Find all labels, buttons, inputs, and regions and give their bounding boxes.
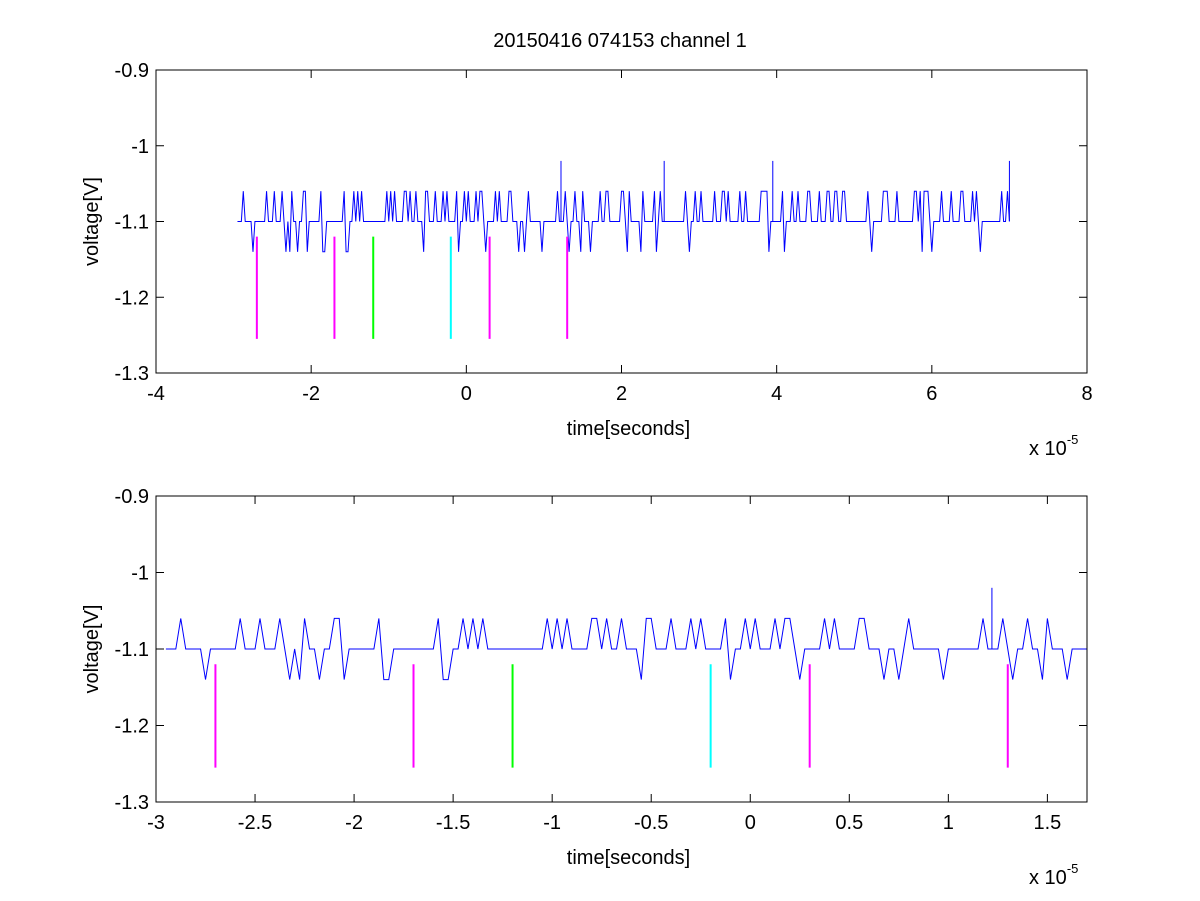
x-tick-label: -2.5 [238, 812, 272, 834]
bottom-axes-ticks: -3 -2.5 -2 -1.5 -1 -0.5 0 0.5 1 1.5 -0.9 -1 -1.1 -1.2… [115, 486, 1087, 834]
x-tick-label: -2 [345, 812, 363, 834]
x-tick-label: 0 [745, 812, 756, 834]
x-tick-label: -3 [147, 812, 165, 834]
y-tick-label: -1.1 [115, 639, 149, 661]
y-tick-label: -0.9 [115, 60, 149, 82]
x-tick-label: 0 [461, 383, 472, 405]
y-tick-label: -1.3 [115, 363, 149, 385]
x-tick-label: -0.5 [634, 812, 668, 834]
x-tick-label: 2 [616, 383, 627, 405]
x-tick-label: 4 [771, 383, 782, 405]
bottom-x-exponent-label: x 10-5 [1029, 861, 1078, 889]
top-x-exponent-label: x 10-5 [1029, 432, 1078, 460]
figure-title: 20150416 074153 channel 1 [493, 30, 747, 52]
x-tick-label: -2 [302, 383, 320, 405]
top-axes: -4 -2 0 2 4 6 8 -0.9 -1 -1.1 -1.2 -1.3 time[seconds… [81, 60, 1093, 460]
x-tick-label: -1 [543, 812, 561, 834]
top-axes-ticks: -4 -2 0 2 4 6 8 -0.9 -1 -1.1 -1.2 -1.3 [115, 60, 1093, 405]
top-event-markers [255, 236, 569, 339]
y-tick-label: -1 [131, 136, 149, 158]
y-tick-label: -1.2 [115, 716, 149, 738]
x-tick-label: 1.5 [1033, 812, 1061, 834]
x-tick-label: 6 [926, 383, 937, 405]
bottom-axes-frame [155, 495, 1088, 803]
y-tick-label: -1.1 [115, 212, 149, 234]
bottom-y-axis-label: voltage[V] [81, 605, 103, 694]
top-x-axis-label: time[seconds] [567, 418, 690, 440]
top-y-axis-label: voltage[V] [81, 177, 103, 266]
y-tick-label: -1.3 [115, 792, 149, 814]
y-tick-label: -0.9 [115, 486, 149, 508]
x-tick-label: 1 [943, 812, 954, 834]
top-signal-trace [237, 160, 1010, 253]
voltage-series-line [165, 617, 1087, 681]
bottom-event-markers [214, 664, 1009, 768]
bottom-axes: -3 -2.5 -2 -1.5 -1 -0.5 0 0.5 1 1.5 -0.9 -1 -1.1 -1.2… [81, 486, 1088, 889]
x-tick-label: 8 [1081, 383, 1092, 405]
bottom-x-axis-label: time[seconds] [567, 847, 690, 869]
x-tick-label: -4 [147, 383, 165, 405]
y-tick-label: -1 [131, 563, 149, 585]
voltage-series-line [237, 190, 1010, 253]
y-tick-label: -1.2 [115, 287, 149, 309]
top-axes-frame [155, 69, 1088, 374]
x-tick-label: -1.5 [436, 812, 470, 834]
x-tick-label: 0.5 [835, 812, 863, 834]
bottom-signal-trace [165, 587, 1087, 681]
